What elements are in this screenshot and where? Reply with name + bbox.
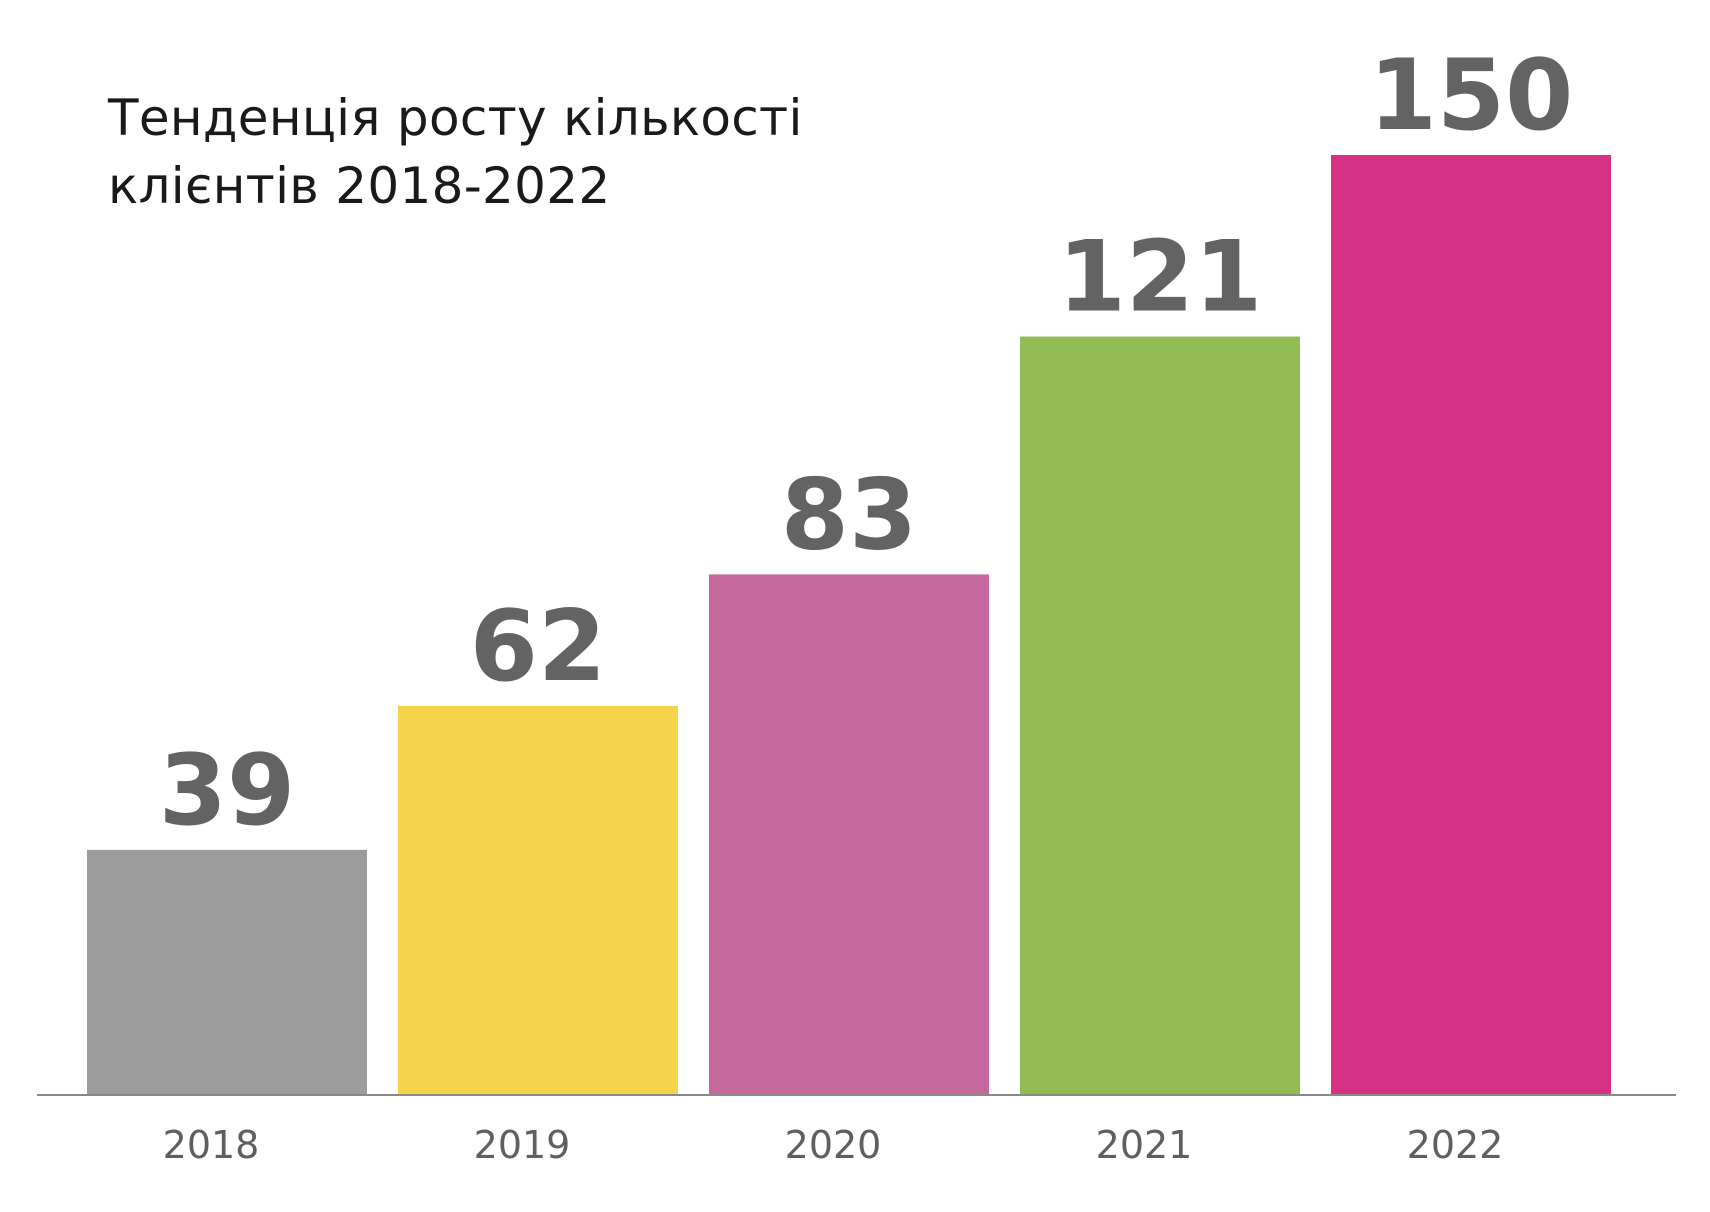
- bar-2021: [1020, 336, 1300, 1094]
- chart-title: Тенденція росту кількості клієнтів 2018-…: [108, 89, 803, 215]
- bars-group: [87, 155, 1611, 1094]
- value-label-2020: 83: [781, 458, 917, 572]
- value-label-2019: 62: [470, 590, 606, 704]
- bar-2018: [87, 849, 367, 1094]
- x-tick-label-2021: 2021: [1096, 1123, 1193, 1167]
- bar-2020: [709, 574, 989, 1094]
- bar-2019: [398, 705, 678, 1094]
- x-tick-labels-group: 2018 2019 2020 2021 2022: [163, 1123, 1504, 1167]
- x-tick-label-2018: 2018: [163, 1123, 260, 1167]
- value-labels-group: 39 62 83 121 150: [159, 39, 1573, 848]
- value-label-2022: 150: [1369, 39, 1574, 153]
- value-label-2021: 121: [1058, 221, 1263, 335]
- x-tick-label-2019: 2019: [474, 1123, 571, 1167]
- value-label-2018: 39: [159, 734, 295, 848]
- x-tick-label-2020: 2020: [785, 1123, 882, 1167]
- x-tick-label-2022: 2022: [1407, 1123, 1504, 1167]
- bar-2022: [1331, 155, 1611, 1094]
